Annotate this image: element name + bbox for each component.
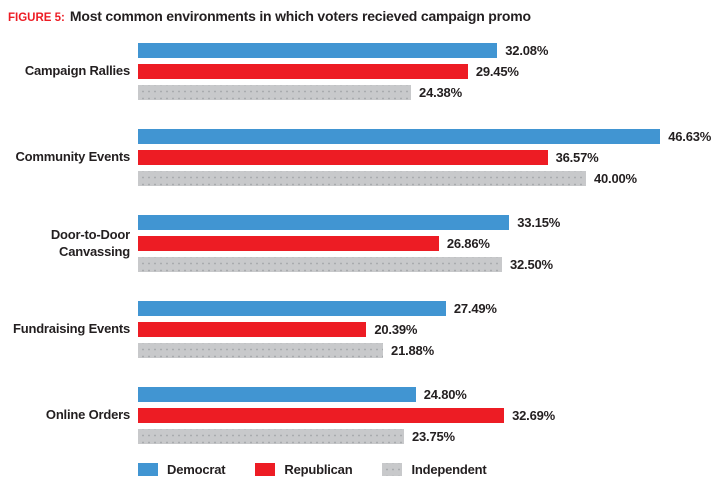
bar-row: 40.00% — [138, 171, 717, 186]
democrat-bar — [138, 301, 446, 316]
democrat-bar — [138, 387, 416, 402]
bar-row: 32.08% — [138, 43, 717, 58]
bars-column: 32.08% 29.45% 24.38% — [138, 43, 717, 100]
bar-row: 24.80% — [138, 387, 717, 402]
chart-group: Door-to-Door Canvassing 33.15% 26.86% 32.50… — [8, 215, 717, 272]
bar-row: 29.45% — [138, 64, 717, 79]
independent-bar — [138, 257, 502, 272]
category-label: Community Events — [15, 149, 130, 165]
republican-swatch-icon — [255, 463, 276, 476]
legend-label: Republican — [284, 462, 353, 477]
bar-row: 32.69% — [138, 408, 717, 423]
bars-column: 24.80% 32.69% 23.75% — [138, 387, 717, 444]
republican-bar — [138, 236, 439, 251]
chart-group: Campaign Rallies 32.08% 29.45% 24.38% — [8, 43, 717, 100]
legend-item-independent: Independent — [382, 462, 487, 477]
value-label: 40.00% — [594, 171, 637, 186]
republican-bar — [138, 322, 367, 337]
value-label: 24.38% — [419, 85, 462, 100]
value-label: 24.80% — [423, 387, 467, 402]
bar-row: 46.63% — [138, 129, 717, 144]
bars-column: 27.49% 20.39% 21.88% — [138, 301, 717, 358]
bar-row: 21.88% — [138, 343, 717, 358]
chart-group: Online Orders 24.80% 32.69% 23.75% — [8, 387, 717, 444]
value-label: 32.69% — [512, 408, 556, 423]
republican-bar — [138, 64, 468, 79]
value-label: 36.57% — [555, 150, 599, 165]
value-label: 23.75% — [412, 429, 455, 444]
democrat-bar — [138, 129, 661, 144]
bar-row: 33.15% — [138, 215, 717, 230]
democrat-bar — [138, 43, 498, 58]
bars-column: 33.15% 26.86% 32.50% — [138, 215, 717, 272]
value-label: 29.45% — [475, 64, 519, 79]
bar-row: 23.75% — [138, 429, 717, 444]
value-label: 27.49% — [453, 301, 497, 316]
independent-bar — [138, 429, 404, 444]
republican-bar — [138, 408, 505, 423]
figure-title: FIGURE 5: Most common environments in whi… — [8, 8, 717, 26]
independent-bar — [138, 85, 412, 100]
legend-label: Democrat — [167, 462, 226, 477]
chart-legend: Democrat Republican Independent — [138, 462, 717, 477]
bar-row: 32.50% — [138, 257, 717, 272]
democrat-bar — [138, 215, 510, 230]
bar-row: 20.39% — [138, 322, 717, 337]
bars-column: 46.63% 36.57% 40.00% — [138, 129, 717, 186]
democrat-swatch-icon — [138, 463, 158, 476]
value-label: 33.15% — [517, 215, 561, 230]
independent-swatch-icon — [382, 463, 403, 476]
category-label: Online Orders — [45, 407, 130, 423]
value-label: 21.88% — [391, 343, 434, 358]
chart-group: Community Events 46.63% 36.57% 40.00% — [8, 129, 717, 186]
legend-item-democrat: Democrat — [138, 462, 226, 477]
bar-row: 36.57% — [138, 150, 717, 165]
legend-item-republican: Republican — [255, 462, 353, 477]
bar-row: 27.49% — [138, 301, 717, 316]
bar-row: 26.86% — [138, 236, 717, 251]
value-label: 46.63% — [668, 129, 712, 144]
figure-number-label: FIGURE 5: — [8, 12, 65, 24]
legend-label: Independent — [411, 462, 487, 477]
category-label: Fundraising Events — [12, 321, 130, 337]
category-label: Campaign Rallies — [24, 63, 130, 79]
independent-bar — [138, 171, 586, 186]
bar-row: 24.38% — [138, 85, 717, 100]
republican-bar — [138, 150, 548, 165]
grouped-bar-chart: Campaign Rallies 32.08% 29.45% 24.38% Commun… — [8, 43, 717, 444]
value-label: 20.39% — [374, 322, 418, 337]
category-label: Door-to-Door Canvassing — [50, 226, 130, 259]
value-label: 32.50% — [510, 257, 553, 272]
independent-bar — [138, 343, 384, 358]
chart-group: Fundraising Events 27.49% 20.39% 21.88% — [8, 301, 717, 358]
value-label: 26.86% — [446, 236, 490, 251]
figure-title-text: Most common environments in which voters… — [69, 8, 531, 24]
value-label: 32.08% — [505, 43, 549, 58]
